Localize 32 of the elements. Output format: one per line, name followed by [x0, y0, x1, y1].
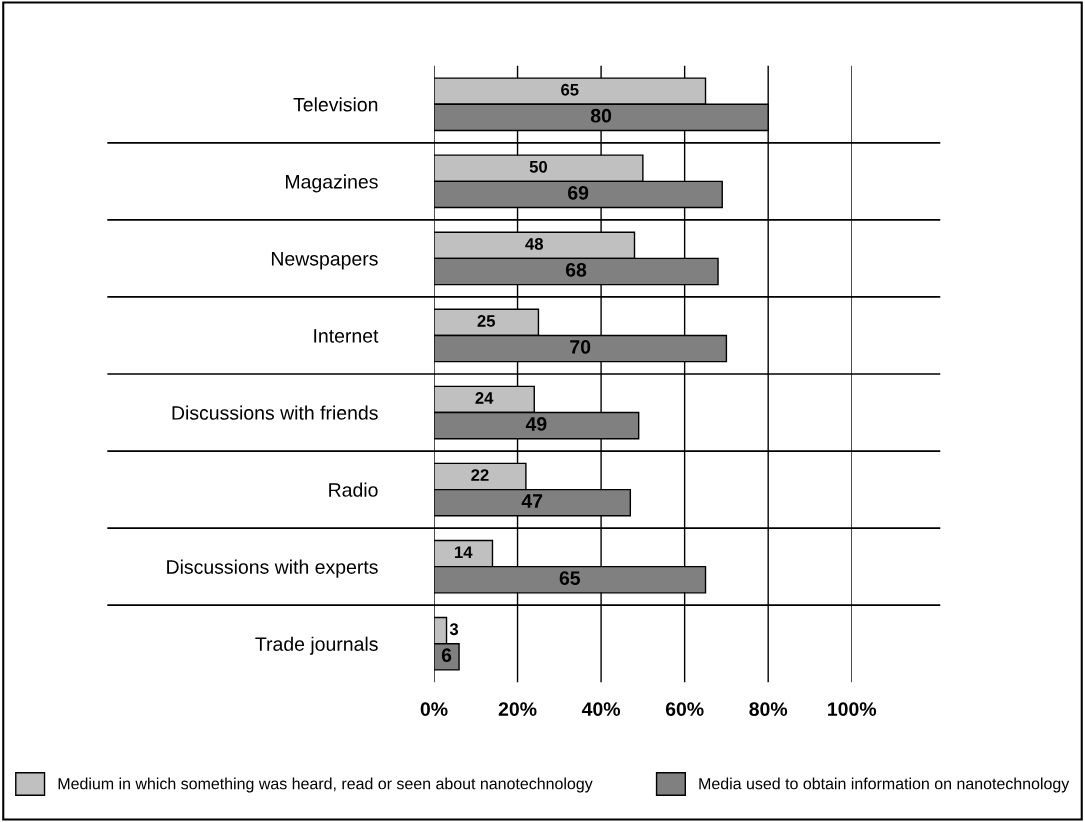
x-tick-label: 80%: [749, 702, 788, 716]
y-tick-label: Internet: [314, 329, 379, 343]
y-tick-label: Radio: [329, 482, 378, 497]
y-tick-label: Magazines: [286, 174, 378, 193]
y-tick-label: Trade journals: [255, 636, 378, 655]
data-label: 69: [568, 185, 589, 200]
data-label: 68: [565, 262, 587, 277]
legend-label: Media used to obtain information on nanotechnology: [699, 777, 1070, 793]
x-tick-label: 0%: [420, 702, 448, 716]
data-label: 24: [475, 392, 494, 404]
data-label: 65: [561, 83, 579, 96]
x-tick-label: 40%: [581, 702, 621, 716]
data-label: 65: [559, 571, 581, 585]
x-tick-label: 60%: [665, 702, 704, 716]
y-tick-label: Discussions with experts: [167, 559, 378, 578]
data-label: 47: [521, 494, 543, 508]
data-label: 22: [471, 469, 489, 481]
data-label: 80: [590, 108, 612, 123]
y-tick-label: Television: [293, 97, 378, 112]
x-tick-label: 100%: [828, 702, 877, 716]
data-label: 6: [441, 648, 452, 663]
y-tick-label: Discussions with friends: [172, 405, 378, 420]
data-label: 50: [529, 160, 548, 173]
data-label: 70: [570, 340, 591, 354]
x-tick-label: 20%: [498, 702, 537, 716]
data-label: 48: [525, 237, 544, 250]
data-label: 3: [449, 623, 459, 636]
data-label: 49: [525, 417, 547, 431]
y-tick-label: Newspapers: [271, 252, 378, 270]
data-label: 14: [455, 546, 473, 558]
legend-label: Medium in which something was heard, read or seen about nanotechnology: [58, 777, 593, 793]
data-label: 25: [477, 315, 496, 327]
